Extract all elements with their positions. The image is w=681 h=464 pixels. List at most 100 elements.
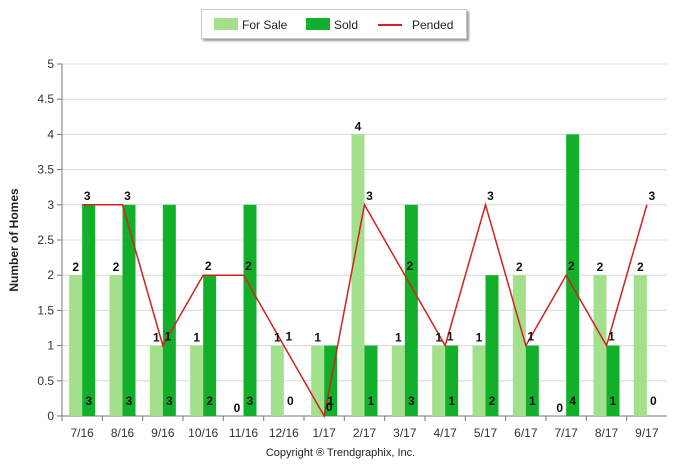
x-tick-label: 3/17 (393, 426, 417, 440)
legend-swatch-sold (306, 18, 330, 30)
data-label-sold: 3 (166, 394, 173, 408)
y-tick-label: 4 (47, 127, 54, 141)
bar-for-sale (190, 345, 204, 416)
copyright-text: Copyright ® Trendgraphix, Inc. (265, 447, 416, 459)
x-tick-label: 4/17 (433, 426, 457, 440)
data-label-pended: 1 (527, 330, 534, 344)
data-label-pended: 1 (447, 330, 454, 344)
data-label-sold: 2 (489, 394, 496, 408)
data-label-for-sale: 2 (597, 260, 604, 274)
bar-sold (162, 204, 176, 416)
x-tick-label: 6/17 (514, 426, 538, 440)
data-label-sold: 0 (650, 394, 657, 408)
data-label-pended: 2 (245, 259, 252, 273)
y-axis-title: Number of Homes (7, 188, 21, 292)
data-label-pended: 1 (164, 330, 171, 344)
data-label-pended: 3 (648, 189, 655, 203)
x-tick-label: 8/16 (111, 426, 135, 440)
bar-sold (122, 204, 136, 416)
bar-for-sale (593, 275, 607, 416)
data-label-sold: 1 (368, 394, 375, 408)
bar-for-sale (69, 275, 83, 416)
y-tick-label: 0 (47, 409, 54, 423)
data-label-for-sale: 1 (314, 331, 321, 345)
bar-sold (203, 275, 217, 416)
x-tick-label: 9/17 (635, 426, 659, 440)
y-tick-label: 3 (47, 198, 54, 212)
x-tick-label: 9/16 (151, 426, 175, 440)
x-tick-label: 1/17 (312, 426, 336, 440)
data-label-sold: 4 (569, 394, 576, 408)
data-label-for-sale: 4 (355, 119, 362, 133)
y-tick-label: 0.5 (37, 374, 54, 388)
x-tick-label: 8/17 (595, 426, 619, 440)
legend-swatch-pended (378, 24, 402, 26)
bar-for-sale (149, 345, 163, 416)
legend: For Sale Sold Pended (201, 9, 467, 39)
data-label-for-sale: 2 (516, 260, 523, 274)
x-tick-label: 7/17 (554, 426, 578, 440)
data-label-pended: 2 (406, 259, 413, 273)
data-label-for-sale: 1 (435, 331, 442, 345)
legend-label-pended: Pended (412, 18, 454, 32)
x-tick-label: 7/16 (70, 426, 94, 440)
data-label-sold: 1 (327, 394, 334, 408)
data-label-pended: 3 (84, 189, 91, 203)
data-label-for-sale: 1 (153, 331, 160, 345)
y-tick-label: 4.5 (37, 92, 54, 106)
bar-sold (243, 204, 257, 416)
data-label-pended: 1 (285, 330, 292, 344)
bar-for-sale (270, 345, 284, 416)
bar-sold (445, 345, 459, 416)
data-label-for-sale: 1 (395, 331, 402, 345)
data-label-sold: 1 (529, 394, 536, 408)
x-tick-label: 5/17 (474, 426, 498, 440)
data-label-sold: 2 (206, 394, 213, 408)
data-label-sold: 0 (287, 394, 294, 408)
data-label-for-sale: 2 (113, 260, 120, 274)
legend-swatch-for-sale (214, 18, 238, 30)
data-label-for-sale: 1 (274, 331, 281, 345)
y-tick-label: 5 (47, 57, 54, 71)
bar-sold (485, 275, 499, 416)
bar-sold (364, 345, 378, 416)
data-label-for-sale: 2 (72, 260, 79, 274)
bar-sold (606, 345, 620, 416)
data-label-sold: 3 (85, 394, 92, 408)
data-label-sold: 1 (448, 394, 455, 408)
data-label-pended: 3 (366, 189, 373, 203)
data-label-for-sale: 2 (637, 260, 644, 274)
bar-for-sale (391, 345, 405, 416)
legend-label-sold: Sold (334, 18, 359, 32)
legend-label-for-sale: For Sale (242, 18, 288, 32)
y-tick-label: 1.5 (37, 303, 54, 317)
data-label-sold: 3 (247, 394, 254, 408)
y-tick-label: 2.5 (37, 233, 54, 247)
y-tick-label: 1 (47, 339, 54, 353)
bar-sold (404, 204, 418, 416)
x-tick-label: 10/16 (188, 426, 218, 440)
x-tick-label: 11/16 (229, 426, 258, 440)
data-label-pended: 1 (608, 330, 615, 344)
bar-for-sale (472, 345, 486, 416)
data-label-pended: 3 (124, 189, 131, 203)
bar-sold (82, 204, 96, 416)
x-tick-label: 12/16 (269, 426, 299, 440)
data-label-for-sale: 0 (234, 401, 241, 415)
data-label-for-sale: 1 (193, 331, 200, 345)
data-label-for-sale: 0 (556, 401, 563, 415)
data-label-for-sale: 1 (476, 331, 483, 345)
bar-for-sale (432, 345, 446, 416)
data-label-pended: 3 (487, 189, 494, 203)
bar-for-sale (512, 275, 526, 416)
data-label-pended: 0 (326, 400, 333, 414)
bar-for-sale (633, 275, 647, 416)
bar-sold (525, 345, 539, 416)
data-label-sold: 1 (610, 394, 617, 408)
y-tick-label: 3.5 (37, 163, 54, 177)
bar-for-sale (351, 134, 365, 416)
bar-for-sale (109, 275, 123, 416)
bar-sold (566, 134, 580, 416)
x-tick-label: 2/17 (353, 426, 377, 440)
